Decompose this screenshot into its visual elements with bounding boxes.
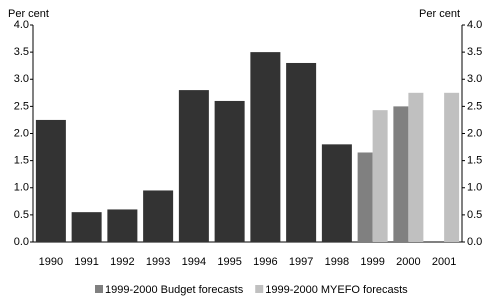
legend-label: 1999-2000 Budget forecasts: [105, 284, 244, 296]
y-tick-label: 2.0: [14, 127, 29, 139]
y-tick-label: 2.5: [14, 100, 29, 112]
bar: [178, 90, 209, 242]
y2-tick-label: 4.0: [467, 19, 482, 31]
y-tick-label: 3.5: [14, 46, 29, 58]
x-tick-label: 2000: [396, 256, 420, 268]
y-axis-label: Per cent: [8, 8, 49, 20]
y2-tick-label: 3.5: [467, 46, 482, 58]
bar: [250, 52, 281, 242]
bar: [35, 119, 66, 242]
legend-swatch: [255, 285, 264, 293]
x-tick-label: 1993: [146, 256, 170, 268]
bar: [372, 110, 388, 242]
legend-label: 1999-2000 MYEFO forecasts: [265, 284, 408, 296]
y2-tick-label: 2.0: [467, 127, 482, 139]
x-tick-label: 1999: [360, 256, 384, 268]
y-tick-label: 1.0: [14, 182, 29, 194]
y2-tick-label: 0.5: [467, 209, 482, 221]
y-tick-label: 0.0: [14, 236, 29, 248]
y2-tick-label: 2.5: [467, 100, 482, 112]
bar: [286, 62, 317, 242]
x-tick-label: 1994: [182, 256, 206, 268]
bar: [393, 106, 409, 242]
y2-tick-label: 0.0: [467, 236, 482, 248]
bar: [357, 152, 373, 242]
x-tick-label: 1995: [217, 256, 241, 268]
y2-tick-label: 3.0: [467, 73, 482, 85]
bar: [321, 144, 352, 242]
bar: [214, 100, 245, 242]
y-tick-label: 3.0: [14, 73, 29, 85]
y2-axis-label: Per cent: [419, 8, 460, 20]
legend-swatch: [95, 285, 103, 293]
y2-tick-label: 1.5: [467, 155, 482, 167]
y-tick-label: 1.5: [14, 155, 29, 167]
y2-tick-label: 1.0: [467, 182, 482, 194]
bar: [143, 190, 174, 242]
x-tick-label: 1990: [39, 256, 63, 268]
y-tick-label: 4.0: [14, 19, 29, 31]
bar: [71, 212, 102, 242]
bar: [444, 92, 460, 242]
x-tick-label: 1996: [253, 256, 277, 268]
bar: [408, 92, 424, 242]
x-tick-label: 1992: [110, 256, 134, 268]
x-tick-label: 1998: [325, 256, 349, 268]
x-tick-label: 1997: [289, 256, 313, 268]
bar: [107, 209, 138, 242]
x-tick-label: 2001: [432, 256, 456, 268]
y-tick-label: 0.5: [14, 209, 29, 221]
x-tick-label: 1991: [74, 256, 98, 268]
